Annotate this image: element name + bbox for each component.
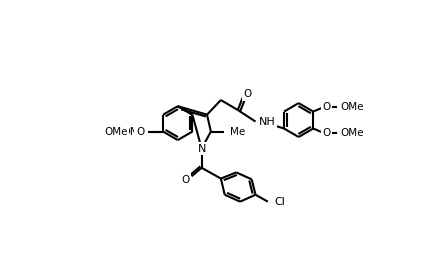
Text: OMe: OMe: [104, 126, 128, 137]
Text: N: N: [198, 144, 206, 154]
Text: Cl: Cl: [274, 197, 285, 207]
Text: NH: NH: [259, 116, 275, 126]
Text: O: O: [322, 102, 330, 112]
Text: O: O: [182, 175, 190, 185]
Text: OMe: OMe: [121, 126, 146, 137]
Text: O: O: [136, 126, 144, 137]
Text: O: O: [322, 128, 330, 138]
Text: OMe: OMe: [340, 102, 364, 112]
Text: O: O: [244, 89, 252, 99]
Text: Me: Me: [230, 126, 245, 137]
Text: OMe: OMe: [340, 128, 364, 138]
